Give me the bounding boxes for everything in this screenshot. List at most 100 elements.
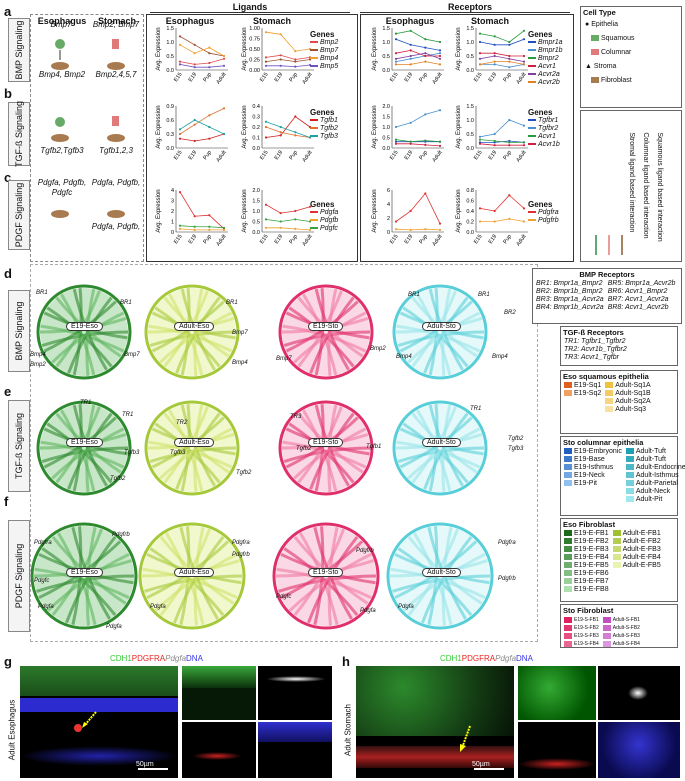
stroma-red-layer	[356, 746, 514, 768]
x-tick-label: Pup	[502, 150, 513, 161]
data-point	[193, 43, 196, 46]
y-tick-label: 0.0	[166, 68, 174, 74]
y-tick-label: 4	[387, 202, 390, 208]
micro-h-green	[518, 666, 596, 720]
schem-sto-header: Stomach	[97, 16, 136, 26]
y-tick-label: 0.75	[249, 37, 260, 43]
data-point	[394, 138, 398, 141]
fibroblast-cell-icon	[107, 134, 125, 142]
legend-swatch	[612, 554, 621, 561]
sidebar-bmp-d: BMP Signaling	[8, 290, 30, 372]
chord-label-pdgf: Pdgfra	[34, 540, 52, 546]
legend-swatch	[310, 41, 318, 44]
legend-entry: BR1: Bmpr1a_Bmpr2	[536, 280, 604, 288]
legend-swatch	[602, 632, 611, 639]
legend-entry: E19-E-FB1	[564, 530, 609, 538]
x-tick-label: E15	[259, 72, 270, 83]
x-tick-label: Pup	[418, 72, 429, 83]
legend-label: Adult-S-FB3	[612, 633, 640, 639]
legend-entry: Adult-Isthmus	[625, 472, 685, 480]
chord-ribbon	[51, 311, 125, 364]
legend-label: Tgfb1	[320, 117, 338, 124]
legend-entry: Acvr1b	[528, 141, 560, 149]
x-tick-label: Pup	[502, 72, 513, 83]
legend-entry: Bmpr1b	[528, 47, 563, 55]
panel-label-b: b	[4, 86, 12, 101]
sto-fib-legend: Sto Fibroblast E19-S-FB1 E19-S-FB2 E19-S-F…	[560, 604, 678, 648]
legend-swatch	[564, 570, 572, 577]
legend-entry: Adult-Sq2A	[605, 398, 651, 406]
data-point	[478, 52, 482, 55]
chord-label-bmp: Bmp4	[30, 352, 46, 358]
legend-entry: Pdgfb	[310, 217, 338, 225]
y-tick-label: 0	[387, 230, 390, 236]
lig-sto-header: Stomach	[252, 16, 291, 26]
micro-h-main: 50µm	[356, 666, 514, 778]
y-tick-label: 0.8	[466, 188, 474, 194]
series-line	[265, 218, 311, 222]
data-point	[264, 226, 268, 229]
legend-swatch	[528, 65, 536, 68]
legend-swatch	[310, 119, 318, 122]
series-line	[479, 194, 525, 212]
y-tick-label: 1.5	[466, 104, 474, 110]
bmpr-left-col: BR1: Bmpr1a_Bmpr2 BR2: Bmpr1b_Bmpr2 BR3: B…	[536, 280, 604, 312]
x-tick-label: E19	[188, 72, 199, 83]
legend-swatch	[605, 390, 614, 397]
legend-entry: Adult-E-FB4	[612, 554, 661, 562]
legend-entry: Adult-Pit	[625, 496, 685, 504]
chord-ring	[392, 400, 488, 496]
legend-entry: Adult-S-FB4	[602, 640, 640, 647]
legend-swatch	[528, 57, 536, 60]
data-point	[522, 124, 526, 127]
legend-entry: Adult-Tuft	[625, 448, 685, 456]
data-point	[409, 57, 412, 60]
micro-g-red	[182, 722, 256, 778]
y-tick-label: 2	[387, 216, 390, 222]
data-point	[178, 60, 182, 63]
data-point	[208, 125, 211, 129]
celltype-item: ▲ Stroma	[585, 63, 617, 70]
schem-bmp-eso-top: Bmp7	[50, 20, 72, 29]
schem-pdgf-eso-top2: Pdgfc	[51, 188, 73, 197]
legend-swatch	[602, 624, 611, 631]
panel-label-c: c	[4, 170, 12, 185]
fibroblast-cell	[74, 724, 82, 732]
legend-entry: Tgfb2	[310, 125, 338, 133]
line-chart: 0.0 0.5 1.0 1.5 Avg. Expression E15 E19 Pup Adul…	[456, 104, 528, 163]
y-tick-label: 0.3	[252, 115, 260, 121]
data-point	[438, 54, 442, 58]
x-tick-label: E15	[389, 150, 400, 161]
legend-label: E19-E-FB2	[574, 538, 609, 545]
y-tick-label: 2.0	[252, 188, 260, 194]
legend-entry: TR3: Acvr1_Tgfbr	[564, 354, 677, 362]
data-point	[308, 205, 312, 208]
data-point	[294, 134, 297, 137]
x-tick-label: E15	[173, 72, 184, 83]
data-point	[208, 114, 211, 117]
x-tick-label: Pup	[418, 234, 429, 245]
data-point	[193, 225, 196, 228]
legend-entry: Bmpr2	[528, 55, 563, 63]
legend-genes-title: Genes	[528, 108, 553, 117]
data-point	[424, 38, 427, 41]
legend-swatch	[564, 554, 572, 561]
data-point	[522, 60, 526, 63]
data-point	[508, 141, 511, 144]
y-tick-label: 0.5	[252, 220, 260, 226]
data-point	[279, 220, 282, 223]
data-point	[178, 132, 182, 136]
chord-ring	[144, 284, 240, 380]
series-line	[395, 49, 440, 57]
legend-entry: Tgfbr2	[528, 125, 560, 133]
panel-label-d: d	[4, 266, 12, 281]
legend-swatch	[310, 135, 318, 138]
legend-entry: Acvr1	[528, 63, 563, 71]
data-point	[178, 63, 182, 66]
x-tick-label: E19	[274, 72, 285, 83]
chord-center-adulteso-pdgf: Adult-Eso	[174, 568, 215, 577]
legend-swatch	[564, 578, 572, 585]
legend-label: E19-Base	[574, 456, 605, 463]
legend-label: E19-S-FB2	[574, 625, 599, 631]
data-point	[279, 58, 282, 61]
